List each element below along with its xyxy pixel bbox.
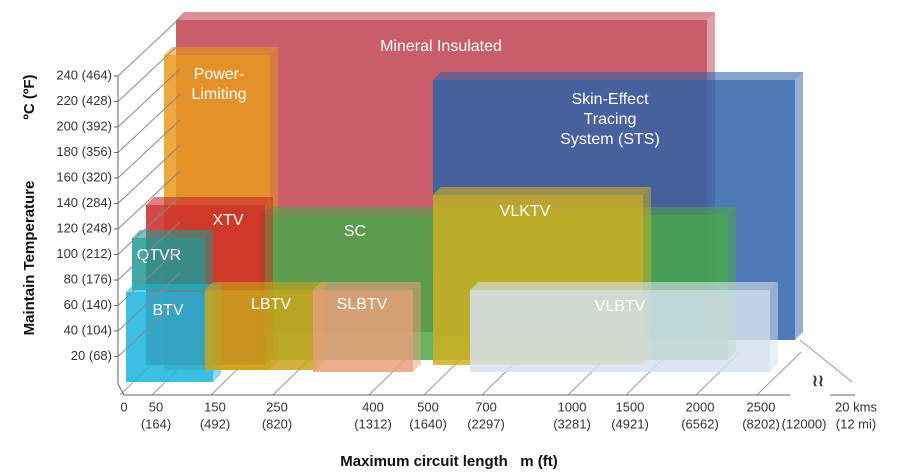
x-tick-label: 2500 xyxy=(747,399,776,414)
x-tick-label: 1000 xyxy=(558,399,587,414)
box-top xyxy=(164,47,278,55)
box-side xyxy=(770,282,778,372)
x-tick-label: (164) xyxy=(141,416,171,431)
x-tick-label: 50 xyxy=(149,399,163,414)
y-tick-label: 160 (320) xyxy=(56,169,112,184)
box-label: LBTV xyxy=(251,296,291,313)
x-tick-label: (3281) xyxy=(553,416,591,431)
x-tick-label: (4921) xyxy=(611,416,649,431)
x-tick-label: (492) xyxy=(200,416,230,431)
box-label: SLBTV xyxy=(337,296,388,313)
axes: ≀≀ 240 (464) 220 (428) 200 (392) 180 (356) 16… xyxy=(56,17,877,431)
y-tick-label: 240 (464) xyxy=(56,67,112,82)
y-leader xyxy=(117,145,181,204)
box-top xyxy=(126,284,221,292)
box-side xyxy=(413,282,421,372)
x-axis-title: Maximum circuit length m (ft) xyxy=(340,453,558,470)
x-tick-label: (2297) xyxy=(467,416,505,431)
y-tick-label: 60 (140) xyxy=(64,297,112,312)
box-top xyxy=(176,12,715,20)
box-face xyxy=(205,290,317,370)
box-top xyxy=(433,72,803,80)
box-label: Mineral Insulated xyxy=(380,38,502,55)
box-label: BTV xyxy=(152,302,183,319)
range-box xyxy=(205,282,325,370)
x-tick-label: 700 xyxy=(475,399,497,414)
y-leader xyxy=(117,68,181,128)
y-tick-label: 100 (212) xyxy=(56,246,112,261)
range-box xyxy=(313,282,421,372)
x-tick-label: 1500 xyxy=(616,399,645,414)
y-leader xyxy=(117,196,181,255)
box-top xyxy=(146,197,273,205)
y-leader xyxy=(117,247,181,306)
y-leader xyxy=(117,94,181,153)
box-label: VLKTV xyxy=(500,203,551,220)
floor-line xyxy=(799,339,853,383)
y-axis-title: Maintain Temperature xyxy=(21,181,38,336)
y-axis-unit: ºC (ºF) xyxy=(21,74,38,119)
x-tick-label: (1312) xyxy=(354,416,392,431)
x-tick-label: (1640) xyxy=(409,416,447,431)
box-face xyxy=(126,292,213,382)
x-tick-label: (6562) xyxy=(681,416,719,431)
y-leader xyxy=(117,17,181,77)
y-tick-label: 20 (68) xyxy=(71,348,112,363)
x-tick-label: (8202) xyxy=(742,416,780,431)
y-leader xyxy=(117,221,181,281)
axis-break: ≀≀ xyxy=(812,373,824,390)
x-axis xyxy=(117,383,790,396)
x-tick-label: (12 mi) xyxy=(836,416,876,431)
box-top xyxy=(433,187,651,195)
y-leader xyxy=(117,43,181,102)
x-tick-label: 2000 xyxy=(686,399,715,414)
box-side xyxy=(205,230,213,290)
box-top xyxy=(470,282,778,290)
x-tick-label: 400 xyxy=(362,399,384,414)
x-tick-label: 250 xyxy=(266,399,288,414)
x-tick-label: (12000) xyxy=(782,416,827,431)
box-side xyxy=(795,72,803,340)
y-leader xyxy=(117,272,181,332)
y-tick-label: 40 (104) xyxy=(64,322,112,337)
box-label: System (STS) xyxy=(560,131,660,148)
box-label: Limiting xyxy=(191,86,246,103)
y-tick-label: 200 (392) xyxy=(56,118,112,133)
box-label: Skin-Effect xyxy=(571,91,649,108)
y-tick-label: 180 (356) xyxy=(56,144,112,159)
y-tick-label: 140 (284) xyxy=(56,195,112,210)
boxes: Mineral Insulated Skin-Effect Tracing Syste… xyxy=(126,12,803,382)
box-label: XTV xyxy=(212,212,243,229)
x-tick-label: 20 kms xyxy=(835,399,877,414)
x-tick-label: 500 xyxy=(417,399,439,414)
y-tick-label: 120 (248) xyxy=(56,220,112,235)
box-label: Tracing xyxy=(584,111,637,128)
box-face xyxy=(313,290,413,372)
floor-line xyxy=(756,351,802,396)
box-top xyxy=(313,282,421,290)
y-leader xyxy=(117,170,181,230)
y-tick-label: 220 (428) xyxy=(56,93,112,108)
y-leader xyxy=(117,119,181,179)
x-tick-label: 0 xyxy=(120,399,127,414)
y-leader xyxy=(117,298,181,357)
box-label: Power- xyxy=(194,66,245,83)
box-face xyxy=(470,290,770,372)
x-tick-label: (820) xyxy=(262,416,292,431)
y-tick-label: 80 (176) xyxy=(64,271,112,286)
box-label: VLBTV xyxy=(595,298,646,315)
x-tick-label: 150 xyxy=(204,399,226,414)
box-label: SC xyxy=(344,223,366,240)
box-top xyxy=(205,282,325,290)
box-top xyxy=(132,230,213,238)
range-box xyxy=(470,282,778,372)
